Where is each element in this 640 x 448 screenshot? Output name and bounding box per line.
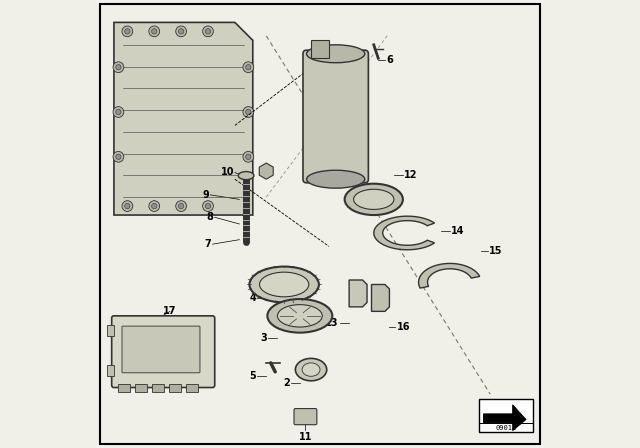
Circle shape (176, 201, 186, 211)
Text: 8: 8 (207, 212, 213, 222)
Circle shape (246, 65, 251, 70)
Text: 17: 17 (163, 306, 177, 316)
Polygon shape (374, 216, 435, 250)
Circle shape (149, 26, 159, 37)
Text: 09011: 09011 (495, 425, 516, 431)
Circle shape (116, 154, 121, 159)
Circle shape (243, 107, 253, 117)
Ellipse shape (238, 172, 254, 180)
Ellipse shape (353, 189, 394, 210)
Circle shape (122, 26, 132, 37)
Circle shape (149, 201, 159, 211)
Text: 14: 14 (451, 226, 464, 236)
Circle shape (243, 151, 253, 162)
Text: 4: 4 (249, 293, 256, 303)
Circle shape (116, 65, 121, 70)
Polygon shape (419, 263, 480, 288)
Circle shape (122, 201, 132, 211)
Circle shape (203, 26, 213, 37)
Bar (152, 384, 164, 392)
Circle shape (205, 29, 211, 34)
FancyBboxPatch shape (112, 316, 215, 388)
Bar (479, 399, 532, 432)
Bar (108, 365, 114, 376)
Text: 9: 9 (202, 190, 209, 200)
FancyBboxPatch shape (303, 50, 369, 183)
Circle shape (125, 203, 130, 209)
Ellipse shape (302, 363, 320, 376)
Circle shape (176, 26, 186, 37)
Polygon shape (484, 405, 526, 431)
Circle shape (116, 109, 121, 115)
Bar (136, 384, 147, 392)
Text: 7: 7 (204, 239, 211, 249)
Circle shape (179, 203, 184, 209)
Ellipse shape (268, 299, 332, 332)
Text: 3: 3 (260, 333, 267, 343)
Ellipse shape (307, 45, 365, 63)
Text: 13: 13 (325, 318, 339, 327)
Circle shape (246, 109, 251, 115)
Text: 6: 6 (387, 56, 393, 65)
Circle shape (113, 151, 124, 162)
Text: 10: 10 (221, 168, 234, 177)
Text: 15: 15 (490, 246, 503, 256)
Circle shape (152, 203, 157, 209)
Text: 5: 5 (249, 371, 256, 381)
Ellipse shape (250, 267, 319, 302)
Polygon shape (371, 284, 389, 311)
Text: 2: 2 (283, 378, 289, 388)
Bar (118, 384, 130, 392)
Text: 11: 11 (298, 432, 312, 442)
Circle shape (246, 154, 251, 159)
Circle shape (113, 107, 124, 117)
Ellipse shape (260, 272, 309, 297)
Circle shape (243, 62, 253, 73)
Bar (108, 325, 114, 336)
Ellipse shape (344, 184, 403, 215)
Bar (186, 384, 198, 392)
Circle shape (113, 62, 124, 73)
Text: 16: 16 (397, 322, 410, 332)
Circle shape (152, 29, 157, 34)
Circle shape (125, 29, 130, 34)
Circle shape (205, 203, 211, 209)
Text: 1: 1 (314, 47, 321, 56)
Bar (311, 40, 329, 58)
Ellipse shape (278, 305, 323, 327)
Text: 12: 12 (404, 170, 418, 180)
Circle shape (203, 201, 213, 211)
Polygon shape (349, 280, 367, 307)
Ellipse shape (307, 170, 365, 188)
FancyBboxPatch shape (294, 409, 317, 425)
Bar (170, 384, 180, 392)
Polygon shape (114, 22, 253, 215)
Ellipse shape (296, 358, 327, 381)
Circle shape (179, 29, 184, 34)
FancyBboxPatch shape (122, 326, 200, 373)
Polygon shape (259, 163, 273, 179)
